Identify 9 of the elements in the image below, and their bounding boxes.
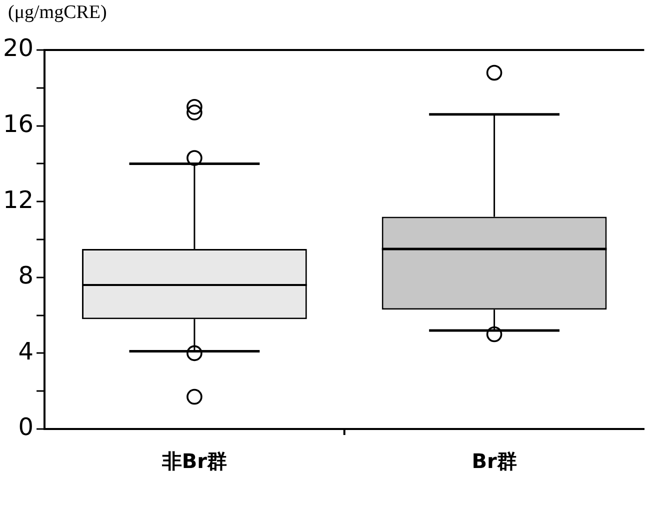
y-tick-label: 12 (2, 186, 34, 214)
y-tick-label: 16 (2, 110, 34, 138)
y-tick-label: 8 (18, 262, 34, 290)
x-tick-label: Br群 (472, 449, 517, 474)
x-tick-label: 非Br群 (160, 449, 228, 474)
y-axis-title: (μg/mgCRE) (8, 2, 107, 24)
y-tick-label: 4 (18, 337, 34, 366)
y-tick-label: 20 (2, 34, 34, 62)
y-tick-label: 0 (18, 413, 34, 442)
